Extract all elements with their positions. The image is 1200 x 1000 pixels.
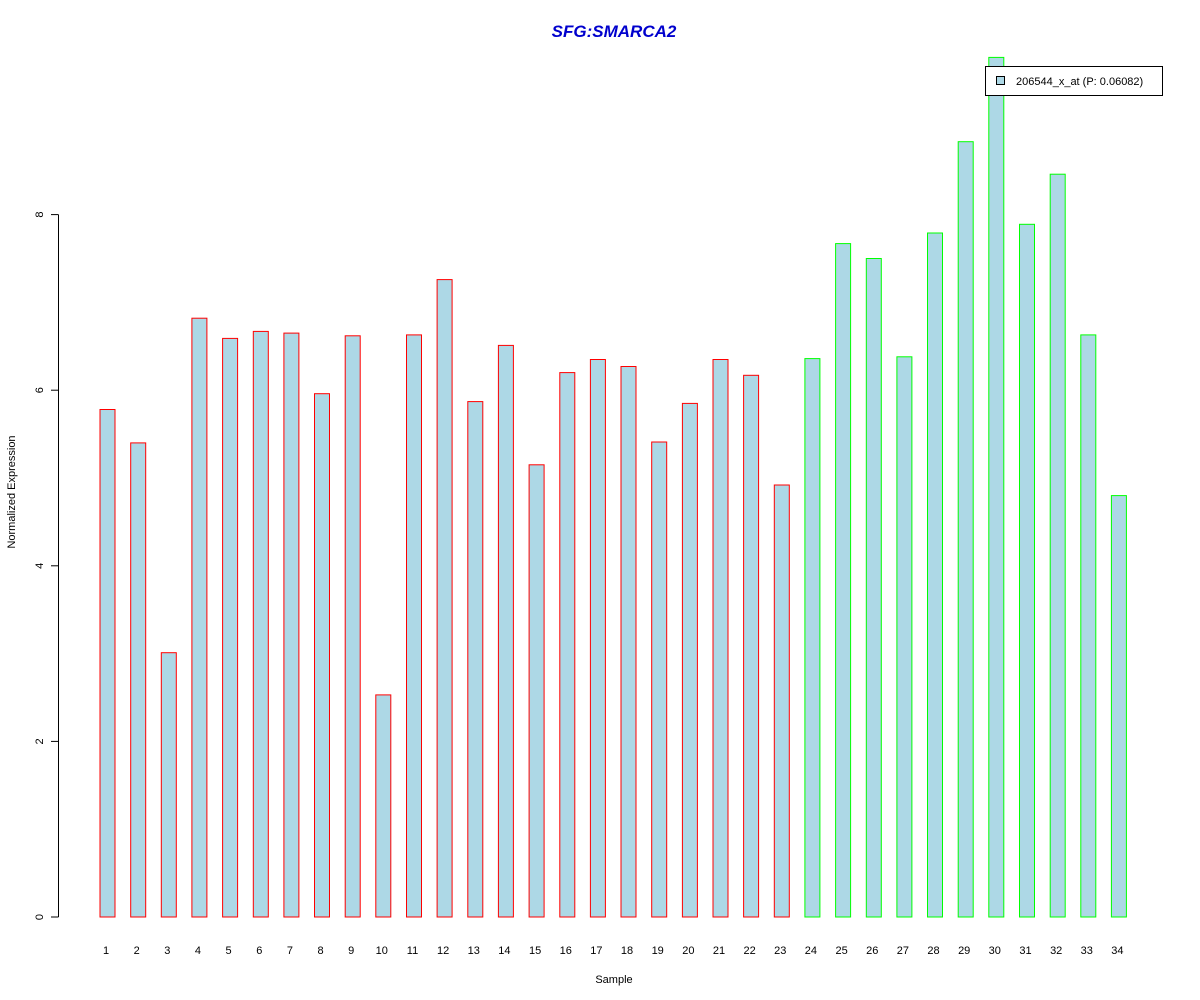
chart-title: SFG:SMARCA2 bbox=[552, 22, 677, 41]
x-tick-label: 31 bbox=[1019, 945, 1031, 957]
x-tick-label: 8 bbox=[317, 945, 323, 957]
x-tick-label: 30 bbox=[989, 945, 1001, 957]
bar-sample-28 bbox=[927, 232, 943, 918]
x-tick-label: 29 bbox=[958, 945, 970, 957]
legend-label: 206544_x_at (P: 0.06082) bbox=[1016, 76, 1143, 88]
x-tick-label: 18 bbox=[621, 945, 633, 957]
y-tick-label: 8 bbox=[34, 212, 46, 218]
y-axis: 0 2 4 6 8 bbox=[34, 212, 59, 920]
bar-sample-15 bbox=[528, 464, 545, 918]
y-tick-label: 6 bbox=[34, 387, 46, 393]
bar-sample-24 bbox=[804, 358, 821, 918]
y-tick-label: 2 bbox=[34, 738, 46, 744]
bar-sample-31 bbox=[1019, 223, 1035, 918]
bar-sample-2 bbox=[130, 442, 147, 918]
x-tick-label: 22 bbox=[743, 945, 755, 957]
x-tick-label: 13 bbox=[468, 945, 480, 957]
bar-sample-23 bbox=[773, 484, 790, 918]
bar-sample-25 bbox=[835, 243, 852, 918]
x-tick-label: 19 bbox=[652, 945, 664, 957]
bar-sample-18 bbox=[620, 366, 637, 918]
x-tick-label: 6 bbox=[256, 945, 262, 957]
x-axis-label: Sample bbox=[595, 974, 632, 986]
x-tick-label: 20 bbox=[682, 945, 694, 957]
bar-sample-17 bbox=[589, 359, 606, 918]
bar-sample-34 bbox=[1110, 495, 1127, 918]
x-tick-label: 17 bbox=[590, 945, 602, 957]
y-axis-label: Normalized Expression bbox=[6, 435, 18, 548]
y-tick-label: 0 bbox=[34, 914, 46, 920]
x-tick-label: 25 bbox=[835, 945, 847, 957]
bar-sample-10 bbox=[375, 694, 392, 918]
bar-sample-27 bbox=[896, 356, 913, 918]
bars-group bbox=[99, 56, 1127, 918]
x-tick-label: 32 bbox=[1050, 945, 1062, 957]
bar-sample-33 bbox=[1080, 334, 1097, 918]
x-tick-label: 26 bbox=[866, 945, 878, 957]
bar-sample-21 bbox=[712, 359, 729, 918]
bar-sample-12 bbox=[436, 279, 453, 918]
bar-sample-6 bbox=[252, 330, 269, 918]
x-tick-label: 5 bbox=[226, 945, 232, 957]
x-tick-label: 7 bbox=[287, 945, 293, 957]
x-tick-label: 34 bbox=[1111, 945, 1123, 957]
x-tick-label: 27 bbox=[897, 945, 909, 957]
x-tick-label: 3 bbox=[164, 945, 170, 957]
bar-sample-7 bbox=[283, 332, 300, 918]
x-tick-label: 2 bbox=[134, 945, 140, 957]
x-tick-label: 1 bbox=[103, 945, 109, 957]
x-tick-label: 15 bbox=[529, 945, 541, 957]
legend-box bbox=[985, 66, 1163, 96]
x-tick-label: 10 bbox=[376, 945, 388, 957]
x-tick-label: 23 bbox=[774, 945, 786, 957]
bar-sample-22 bbox=[743, 374, 760, 918]
x-tick-label: 24 bbox=[805, 945, 817, 957]
x-tick-label: 14 bbox=[498, 945, 510, 957]
y-tick-label: 4 bbox=[34, 563, 46, 569]
x-tick-label: 11 bbox=[407, 945, 418, 957]
x-tick-labels: 1 2 3 4 5 6 7 8 9 10 11 12 13 14 15 16 17 18 19 20 21 22 23 24 2… bbox=[103, 945, 1124, 957]
bar-sample-1 bbox=[99, 409, 116, 918]
bar-sample-4 bbox=[191, 317, 208, 918]
x-tick-label: 33 bbox=[1081, 945, 1093, 957]
x-tick-label: 28 bbox=[927, 945, 939, 957]
x-tick-label: 4 bbox=[195, 945, 201, 957]
legend: 206544_x_at (P: 0.06082) bbox=[985, 66, 1163, 96]
bar-sample-26 bbox=[865, 258, 882, 918]
bar-sample-9 bbox=[344, 335, 361, 918]
bar-sample-5 bbox=[222, 337, 239, 918]
x-tick-label: 16 bbox=[560, 945, 572, 957]
bar-sample-14 bbox=[497, 344, 514, 918]
bar-sample-11 bbox=[406, 334, 422, 918]
bar-sample-29 bbox=[957, 141, 974, 918]
bar-sample-32 bbox=[1049, 173, 1066, 918]
x-tick-label: 12 bbox=[437, 945, 449, 957]
legend-swatch bbox=[996, 76, 1005, 85]
bar-sample-19 bbox=[651, 441, 668, 918]
x-tick-label: 21 bbox=[713, 945, 725, 957]
bar-sample-3 bbox=[160, 652, 177, 918]
bar-sample-16 bbox=[559, 372, 576, 918]
bar-sample-8 bbox=[314, 393, 330, 918]
bar-sample-13 bbox=[467, 401, 484, 918]
x-tick-label: 9 bbox=[348, 945, 354, 957]
bar-sample-30 bbox=[988, 56, 1005, 918]
bar-sample-20 bbox=[681, 402, 698, 918]
